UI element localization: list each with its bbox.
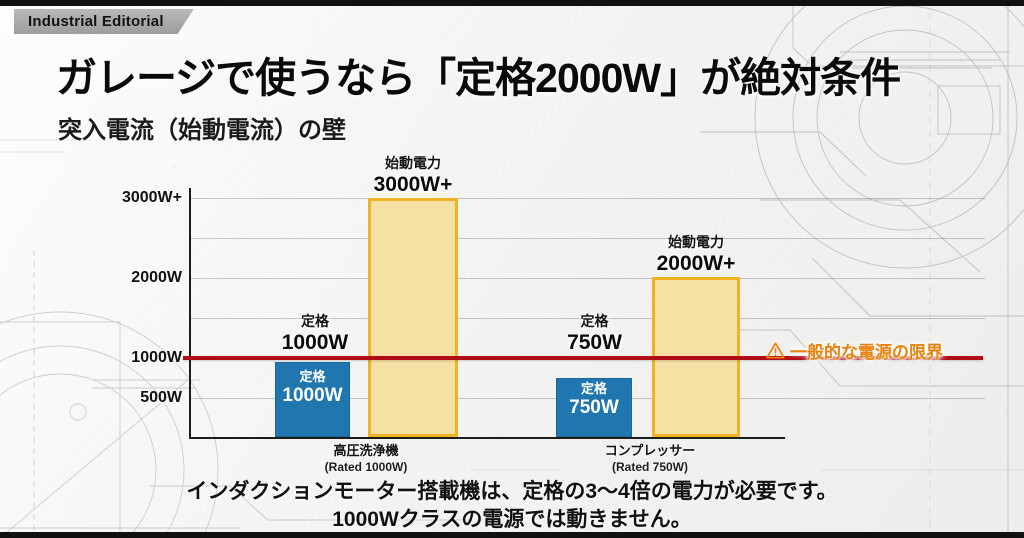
power-limit-line	[183, 356, 983, 360]
y-axis	[189, 188, 191, 439]
footer-note-line2: 1000Wクラスの電源では動きません。	[332, 508, 692, 532]
top-letterbox	[0, 0, 1024, 6]
x-axis-category-group2-name: コンプレッサー	[604, 443, 696, 458]
bar-label-group1-surge-value: 3000W+	[373, 172, 453, 196]
power-limit-annotation: 一般的な電源の限界	[766, 338, 943, 363]
bar-group1-rated: 定格 1000W	[275, 362, 350, 437]
y-axis-tick-3000: 3000W+	[121, 189, 182, 206]
bar-label-group1-rated: 定格 1000W	[245, 313, 385, 355]
warning-triangle-icon	[766, 342, 785, 359]
category-badge: Industrial Editorial	[14, 9, 194, 34]
x-axis-category-group2: コンプレッサー (Rated 750W)	[560, 443, 740, 475]
bar-label-group2-rated-prefix: 定格	[580, 313, 609, 329]
page-title: ガレージで使うなら「定格2000W」が絶対条件	[56, 55, 901, 101]
bar-label-group2-rated-value: 750W	[567, 330, 622, 354]
bottom-letterbox	[0, 532, 1024, 538]
gridline	[190, 198, 985, 199]
x-axis-category-group1: 高圧洗浄機 (Rated 1000W)	[276, 443, 456, 475]
y-axis-tick-500: 500W	[140, 389, 182, 406]
bar-label-group1-surge-prefix: 始動電力	[385, 155, 441, 171]
footer-note-line1: インダクションモーター搭載機は、定格の3〜4倍の電力が必要です。	[186, 480, 838, 503]
y-axis-tick-2000: 2000W	[131, 269, 182, 286]
bar-group1-surge	[368, 198, 458, 437]
gridline	[190, 278, 985, 279]
x-axis-category-group1-sub: (Rated 1000W)	[324, 459, 408, 474]
gridline	[190, 318, 985, 319]
bar-label-group2-surge-value: 2000W+	[656, 251, 736, 275]
x-axis-category-group2-sub: (Rated 750W)	[611, 459, 688, 474]
bar-label-group1-rated-prefix: 定格	[301, 313, 329, 329]
bar-group1-rated-prefix: 定格	[299, 369, 326, 384]
bar-label-group1-rated-value: 1000W	[281, 330, 349, 354]
bar-label-group2-rated: 定格 750W	[527, 313, 662, 355]
bar-label-group2-surge: 始動電力 2000W+	[626, 234, 766, 276]
bar-group1-rated-value: 1000W	[282, 384, 343, 406]
bar-label-group2-surge-prefix: 始動電力	[668, 234, 724, 250]
x-axis-category-group1-name: 高圧洗浄機	[333, 443, 399, 458]
gridline	[190, 238, 985, 239]
bar-label-group1-surge: 始動電力 3000W+	[343, 155, 483, 197]
bar-group2-rated: 定格 750W	[556, 378, 632, 437]
bar-group2-rated-value: 750W	[569, 396, 619, 418]
bar-group2-rated-prefix: 定格	[580, 381, 607, 396]
power-limit-label: 一般的な電源の限界	[790, 343, 943, 362]
x-axis	[189, 437, 785, 439]
y-axis-tick-1000: 1000W	[131, 349, 182, 366]
footer-note: インダクションモーター搭載機は、定格の3〜4倍の電力が必要です。 1000Wクラ…	[0, 478, 1024, 535]
page-subtitle: 突入電流（始動電流）の壁	[58, 117, 346, 144]
category-badge-label: Industrial Editorial	[28, 13, 164, 30]
